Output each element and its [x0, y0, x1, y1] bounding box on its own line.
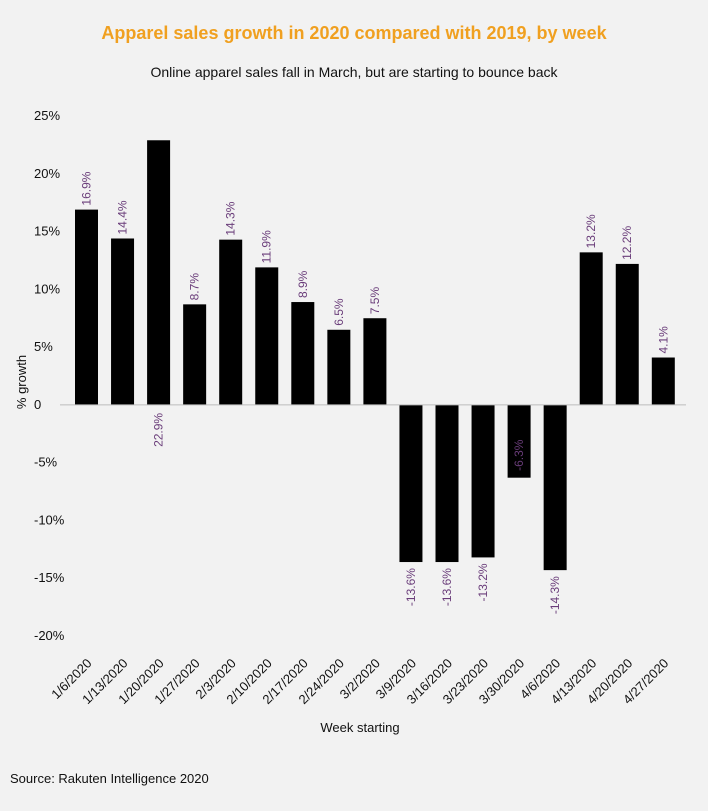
y-tick-label: 5%: [34, 339, 53, 354]
y-tick-label: -10%: [34, 512, 65, 527]
bar: [435, 404, 459, 563]
data-label: 4.1%: [656, 326, 670, 354]
data-label: -14.3%: [548, 576, 562, 614]
y-axis-ticks: 25% 20% 15% 10% 5% 0 -5% -10% -15% -20%: [34, 108, 65, 643]
data-label: 12.2%: [620, 226, 634, 260]
chart-source: Source: Rakuten Intelligence 2020: [10, 771, 209, 786]
bar: [543, 404, 567, 571]
y-tick-label: 20%: [34, 166, 60, 181]
bar: [255, 267, 279, 405]
bar: [363, 318, 387, 405]
x-axis-ticks: 1/6/20201/13/20201/20/20201/27/20202/3/2…: [48, 656, 671, 708]
y-tick-label: 15%: [34, 224, 60, 239]
bar: [399, 404, 423, 563]
bar: [291, 302, 315, 405]
x-axis-label: Week starting: [320, 720, 399, 735]
bar: [327, 329, 351, 405]
bar: [147, 140, 171, 405]
data-label: 8.7%: [188, 273, 202, 301]
chart-subtitle: Online apparel sales fall in March, but …: [150, 64, 558, 80]
y-tick-label: 0: [34, 397, 41, 412]
data-label: -13.6%: [440, 568, 454, 606]
data-label: 14.3%: [224, 201, 238, 235]
bar: [579, 252, 603, 405]
bar: [111, 238, 135, 405]
bar: [615, 263, 639, 405]
bar: [75, 209, 98, 405]
data-label: 16.9%: [80, 171, 94, 205]
y-axis-label: % growth: [14, 355, 29, 409]
data-label: 14.4%: [116, 200, 130, 234]
bar: [507, 404, 531, 478]
y-tick-label: 25%: [34, 108, 60, 123]
data-labels: 16.9% 14.4% 22.9% 8.7% 14.3% 11.9% 8.9% 6.5% 7.5…: [80, 171, 671, 614]
bars: [75, 140, 675, 571]
data-label: -13.6%: [404, 568, 418, 606]
y-tick-label: -5%: [34, 455, 58, 470]
bar: [183, 304, 207, 405]
data-label: 7.5%: [368, 287, 382, 315]
bar: [471, 404, 495, 558]
bar: [651, 357, 675, 405]
y-tick-label: 10%: [34, 281, 60, 296]
y-tick-label: -20%: [34, 628, 65, 643]
data-label: -13.2%: [476, 563, 490, 601]
data-label: 13.2%: [584, 214, 598, 248]
y-tick-label: -15%: [34, 570, 65, 585]
data-label: 22.9%: [152, 413, 166, 447]
bar: [219, 239, 243, 405]
data-label: 6.5%: [332, 298, 346, 326]
data-label: -6.3%: [512, 439, 526, 471]
chart-title: Apparel sales growth in 2020 compared wi…: [101, 23, 607, 43]
data-label: 8.9%: [296, 270, 310, 298]
data-label: 11.9%: [260, 230, 274, 263]
